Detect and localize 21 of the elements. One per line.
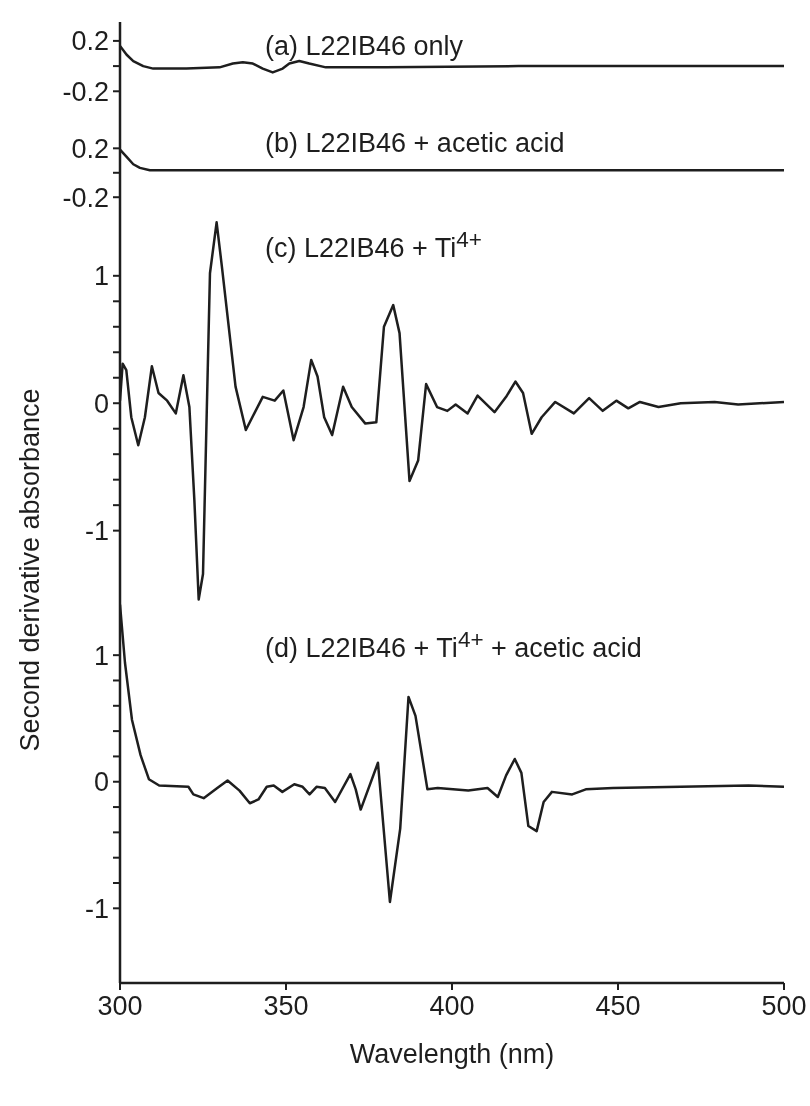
- x-axis-title: Wavelength (nm): [349, 1039, 555, 1069]
- y-tick-label: -1: [84, 893, 109, 924]
- y-tick-label: 0.2: [71, 26, 109, 57]
- y-tick-label: 0.2: [71, 133, 109, 164]
- x-tick-label: 450: [595, 991, 641, 1022]
- y-tick-label: 1: [93, 261, 109, 292]
- annotation: (d) L22IB46 + Ti$^{4+}$ + acetic acid: [265, 626, 642, 664]
- y-tick-label: 0: [93, 767, 109, 798]
- x-tick-label: 500: [761, 991, 807, 1022]
- annotation: (a) L22IB46 only: [265, 30, 464, 62]
- annotation: (c) L22IB46 + Ti$^{4+}$: [265, 226, 483, 264]
- y-tick-label: 1: [93, 640, 109, 671]
- y-tick-label: 0: [93, 388, 109, 419]
- y-tick-label: -0.2: [62, 182, 109, 213]
- x-tick-label: 400: [429, 991, 475, 1022]
- annotation: (b) L22IB46 + acetic acid: [265, 127, 565, 159]
- y-tick-label: -0.2: [62, 76, 109, 107]
- y-tick-label: -1: [84, 516, 109, 547]
- x-tick-label: 300: [97, 991, 143, 1022]
- y-axis-title: Second derivative absorbance: [15, 388, 46, 752]
- x-tick-label: 350: [263, 991, 309, 1022]
